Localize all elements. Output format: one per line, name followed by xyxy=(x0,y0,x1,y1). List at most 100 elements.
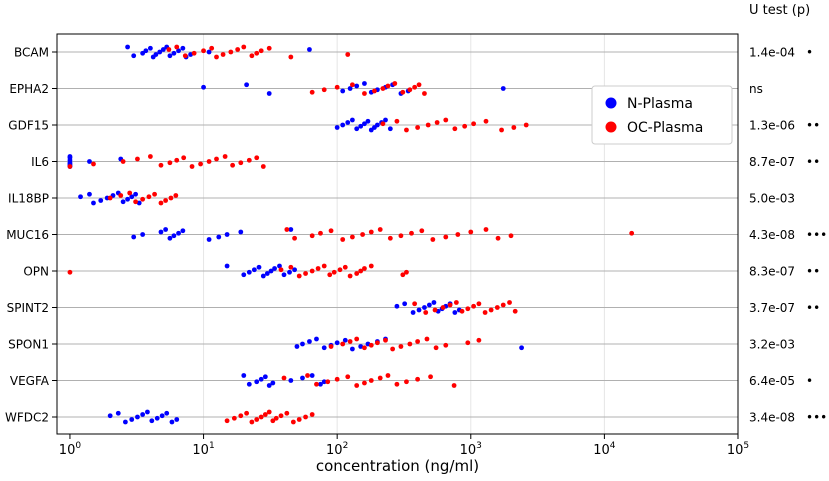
oc-plasma-point xyxy=(523,122,529,128)
oc-plasma-point xyxy=(377,227,383,232)
oc-plasma-point xyxy=(430,237,436,242)
n-plasma-point xyxy=(91,200,96,206)
n-plasma-point xyxy=(125,196,130,202)
legend-label: N-Plasma xyxy=(627,96,693,112)
p-value-label: 4.3e-08 xyxy=(749,228,795,242)
oc-plasma-point xyxy=(419,228,425,234)
oc-plasma-point xyxy=(91,161,96,167)
oc-plasma-point xyxy=(432,307,438,313)
oc-plasma-point xyxy=(67,164,73,169)
oc-plasma-point xyxy=(368,229,374,235)
n-plasma-point xyxy=(300,341,305,347)
oc-plasma-point xyxy=(120,159,126,164)
oc-plasma-point xyxy=(281,375,287,381)
oc-plasma-point xyxy=(380,121,386,127)
n-plasma-point xyxy=(160,47,166,52)
oc-plasma-point xyxy=(166,47,172,52)
oc-plasma-point xyxy=(380,86,386,91)
n-plasma-point xyxy=(321,345,327,351)
n-plasma-point xyxy=(244,82,250,88)
oc-plasma-point xyxy=(337,267,343,273)
oc-plasma-point xyxy=(512,308,518,314)
n-plasma-point xyxy=(180,45,186,51)
n-plasma-point xyxy=(340,122,346,128)
legend: N-Plasma OC-Plasma xyxy=(591,85,733,145)
n-plasma-point xyxy=(287,269,292,275)
n-plasma-point xyxy=(115,410,121,416)
n-plasma-point xyxy=(176,230,181,236)
n-plasma-point xyxy=(241,272,247,278)
n-plasma-point xyxy=(87,191,92,197)
oc-plasma-point xyxy=(345,52,351,57)
oc-plasma-point xyxy=(387,235,393,241)
n-plasma-point xyxy=(347,86,353,91)
oc-plasma-point xyxy=(340,341,346,347)
n-plasma-point xyxy=(256,264,262,270)
n-plasma-point xyxy=(426,302,432,308)
oc-plasma-point xyxy=(314,381,319,387)
n-plasma-point xyxy=(309,373,315,378)
n-plasma-point xyxy=(98,198,104,203)
n-plasma-point xyxy=(129,194,135,200)
n-plasma-point xyxy=(174,417,180,422)
oc-plasma-point xyxy=(349,234,355,240)
x-axis-label: concentration (ng/ml) xyxy=(316,457,479,475)
oc-plasma-point xyxy=(209,45,215,51)
oc-plasma-point xyxy=(266,409,272,415)
n-plasma-point xyxy=(266,383,272,388)
oc-plasma-point xyxy=(354,271,360,276)
y-tick-label: EPHA2 xyxy=(9,82,49,96)
n-plasma-point xyxy=(136,200,142,206)
significance-marker: • xyxy=(806,374,813,388)
n-plasma-point xyxy=(266,91,272,96)
n-plasma-point xyxy=(140,412,146,417)
oc-plasma-point xyxy=(629,230,635,236)
n-plasma-point xyxy=(358,344,364,349)
n-plasma-point xyxy=(342,337,348,343)
oc-plasma-point xyxy=(385,373,391,378)
n-plasma-point xyxy=(78,194,83,200)
oc-plasma-point xyxy=(214,156,219,162)
n-plasma-point xyxy=(394,303,400,309)
oc-plasma-point xyxy=(452,126,458,132)
n-plasma-point xyxy=(169,419,175,425)
oc-plasma-point xyxy=(309,233,315,239)
n-plasma-point xyxy=(374,122,380,128)
n-plasma-point xyxy=(241,373,247,378)
legend-label: OC-Plasma xyxy=(627,120,703,136)
oc-plasma-point xyxy=(182,53,188,59)
oc-plasma-point xyxy=(181,155,187,161)
oc-plasma-point xyxy=(425,122,431,128)
significance-marker: ••• xyxy=(806,411,827,425)
n-plasma-point xyxy=(140,232,146,237)
n-plasma-point xyxy=(122,419,128,425)
oc-plasma-point xyxy=(440,305,446,310)
oc-plasma-point xyxy=(235,47,241,52)
oc-plasma-point xyxy=(266,45,272,51)
n-plasma-point xyxy=(238,229,244,235)
significance-marker: • xyxy=(806,46,813,60)
oc-plasma-point xyxy=(292,235,297,241)
oc-plasma-point xyxy=(392,81,398,86)
oc-plasma-point xyxy=(451,383,457,388)
oc-plasma-point xyxy=(133,199,138,205)
oc-plasma-point xyxy=(174,44,180,50)
oc-plasma-point xyxy=(422,91,427,96)
n-plasma-point xyxy=(410,310,416,315)
x-tick-label: 105 xyxy=(727,441,749,458)
oc-plasma-point xyxy=(321,263,327,269)
oc-plasma-point xyxy=(345,374,351,380)
oc-plasma-point xyxy=(315,266,321,271)
y-tick-label: BCAM xyxy=(14,46,49,60)
oc-plasma-point xyxy=(158,200,164,206)
oc-plasma-point xyxy=(400,272,406,278)
n-plasma-point xyxy=(383,117,388,123)
oc-plasma-point xyxy=(270,418,276,424)
oc-plasma-point xyxy=(331,269,337,275)
y-tick-label: SPON1 xyxy=(8,338,49,352)
y-tick-label: IL18BP xyxy=(8,192,49,206)
oc-plasma-point xyxy=(368,342,374,348)
n-plasma-point xyxy=(318,381,323,387)
n-plasma-point xyxy=(277,263,282,269)
n-plasma-point xyxy=(422,305,427,310)
